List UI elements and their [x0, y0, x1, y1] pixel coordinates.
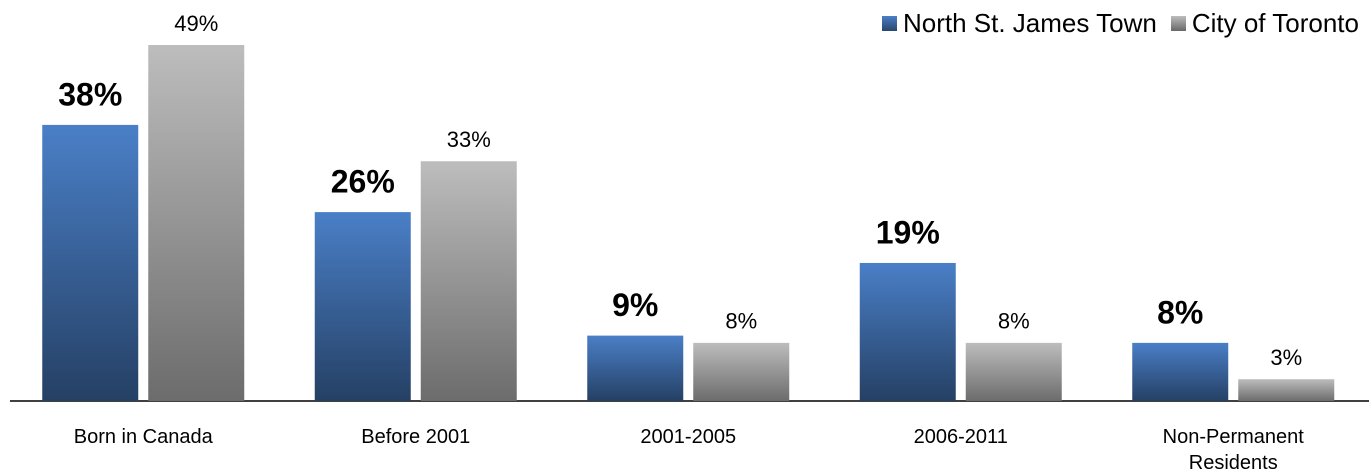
data-label: 8% — [725, 309, 757, 334]
bar — [859, 262, 956, 401]
x-tick-label: 2006-2011 — [913, 426, 1008, 448]
data-label: 26% — [331, 164, 395, 200]
legend-item: City of Toronto — [1170, 8, 1359, 39]
bar — [693, 342, 790, 401]
bar — [1132, 342, 1229, 401]
data-label: 49% — [174, 11, 218, 36]
x-tick-label: Before 2001 — [361, 426, 471, 448]
data-label: 33% — [447, 127, 491, 152]
data-label: 9% — [612, 287, 658, 323]
data-label: 8% — [998, 309, 1030, 334]
bar — [148, 45, 245, 401]
x-tick-label: 2001-2005 — [640, 426, 737, 448]
x-tick-label: Born in Canada — [73, 426, 213, 448]
bar — [420, 161, 517, 401]
legend-swatch — [1170, 16, 1186, 31]
data-label: 3% — [1270, 345, 1302, 370]
data-label: 8% — [1157, 294, 1203, 330]
bar — [587, 335, 684, 401]
data-label: 38% — [58, 76, 122, 112]
legend-label: North St. James Town — [902, 8, 1157, 38]
bar — [42, 124, 139, 401]
legend-item: North St. James Town — [881, 8, 1157, 39]
data-label: 19% — [876, 214, 940, 250]
bar — [965, 342, 1062, 401]
legend: North St. James Town City of Toronto — [868, 8, 1359, 39]
bar — [314, 212, 411, 401]
legend-label: City of Toronto — [1191, 8, 1359, 38]
legend-swatch — [881, 16, 897, 31]
bar — [1238, 379, 1335, 401]
x-tick-label: Non-Permanent Residents — [1162, 426, 1304, 474]
